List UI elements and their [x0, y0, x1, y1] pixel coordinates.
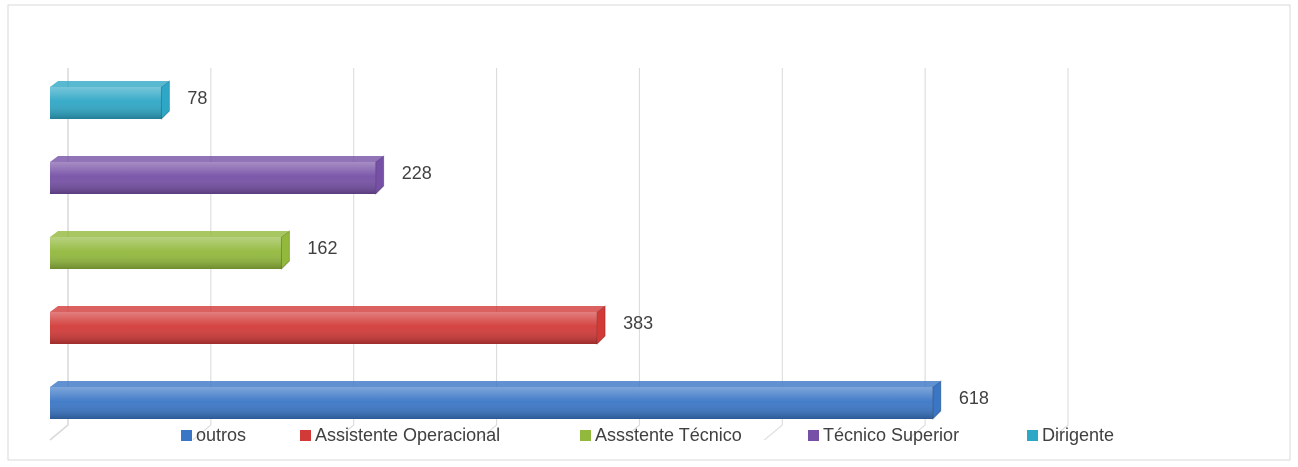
bar-top [50, 381, 941, 387]
data-label: 78 [187, 88, 207, 108]
bar-shine [50, 387, 933, 419]
grid-line [1049, 68, 1069, 441]
bar-shine [50, 162, 376, 194]
legend-label: Assstente Técnico [595, 425, 742, 445]
bar-top [50, 81, 170, 87]
grid-line [763, 68, 783, 441]
bar-top [50, 156, 384, 162]
bar-shine [50, 87, 162, 119]
legend-swatch [181, 430, 192, 441]
legend-label: outros [196, 425, 246, 445]
grid-line [478, 68, 498, 441]
bar-top [50, 231, 290, 237]
data-label: 228 [402, 163, 432, 183]
legend-label: Técnico Superior [823, 425, 959, 445]
legend-swatch [580, 430, 591, 441]
legend-swatch [808, 430, 819, 441]
bar-shine [50, 312, 598, 344]
legend-swatch [300, 430, 311, 441]
data-label: 618 [959, 388, 989, 408]
bar-shine [50, 237, 282, 269]
grid-line [621, 68, 640, 441]
legend-swatch [1027, 430, 1038, 441]
legend-label: Assistente Operacional [315, 425, 500, 445]
bar-top [50, 306, 606, 312]
grid-line [906, 68, 926, 441]
bar-cap [280, 230, 290, 271]
data-label: 162 [307, 238, 337, 258]
bar-cap [160, 80, 170, 121]
legend-label: Dirigente [1042, 425, 1114, 445]
data-label: 383 [623, 313, 653, 333]
bar-cap [596, 305, 606, 346]
